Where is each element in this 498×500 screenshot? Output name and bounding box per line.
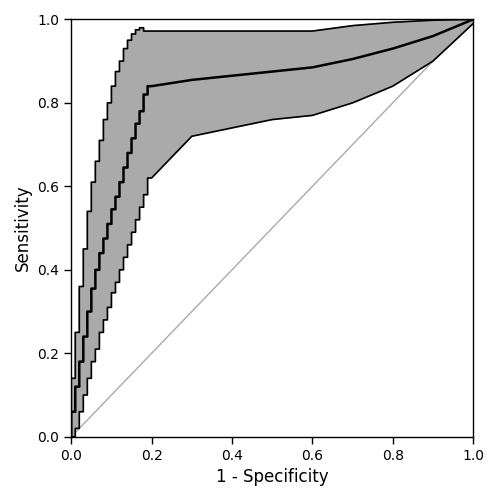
X-axis label: 1 - Specificity: 1 - Specificity	[216, 468, 329, 486]
Y-axis label: Sensitivity: Sensitivity	[14, 185, 32, 272]
Polygon shape	[71, 20, 473, 437]
